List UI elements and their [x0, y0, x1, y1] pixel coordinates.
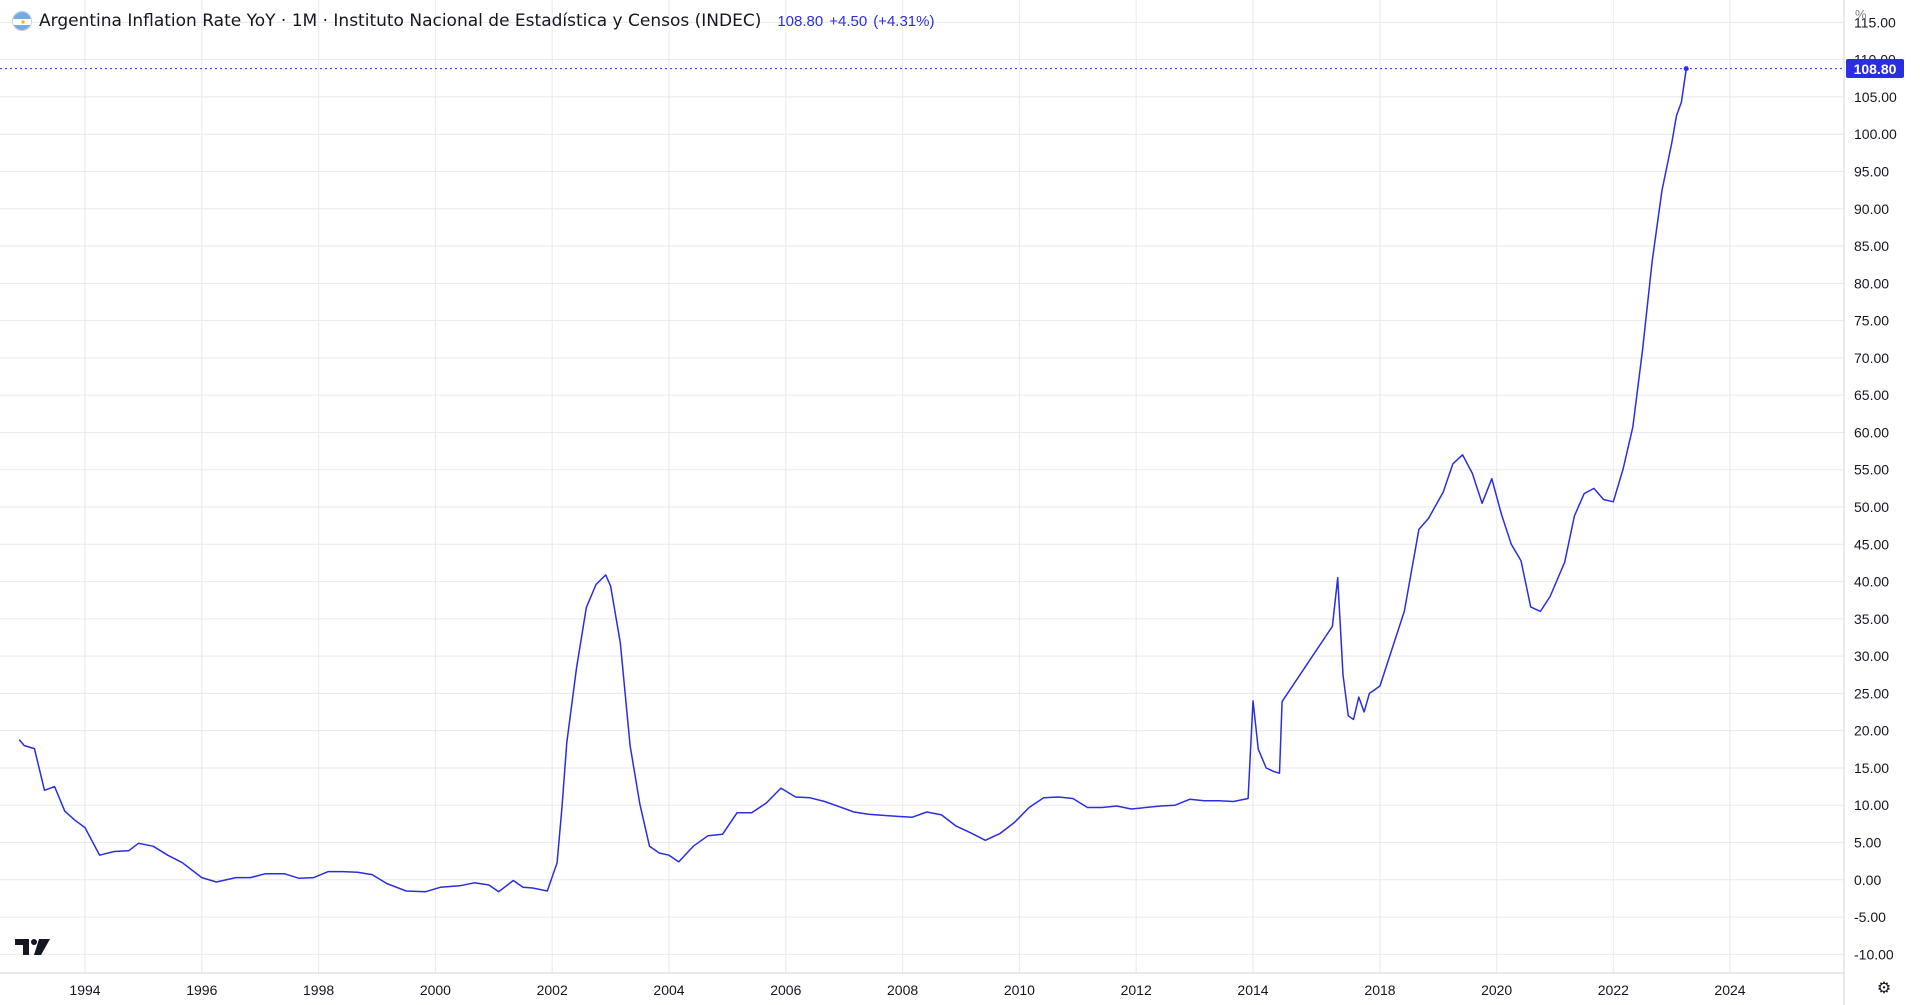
y-tick-label: 95.00 [1854, 163, 1889, 179]
y-tick-label: 45.00 [1854, 536, 1889, 552]
legend-values: 108.80 +4.50 (+4.31%) [777, 13, 940, 30]
y-tick-label: 90.00 [1854, 201, 1889, 217]
chart-legend[interactable]: Argentina Inflation Rate YoY · 1M · Inst… [12, 9, 940, 33]
argentina-flag-icon [12, 11, 32, 31]
x-tick-label: 2004 [653, 982, 684, 998]
x-tick-label: 2012 [1121, 982, 1152, 998]
tradingview-logo[interactable] [14, 936, 54, 958]
y-tick-label: 20.00 [1854, 723, 1889, 739]
inflation-series-line[interactable] [18, 68, 1688, 893]
x-tick-label: 1998 [303, 982, 334, 998]
data-point [1683, 66, 1689, 72]
x-tick-label: 2008 [887, 982, 918, 998]
y-tick-label: 115.00 [1854, 14, 1896, 30]
y-tick-label: 85.00 [1854, 238, 1889, 254]
y-tick-label: 50.00 [1854, 499, 1889, 515]
change-percent: (+4.31%) [873, 12, 935, 30]
x-tick-label: 2000 [420, 982, 451, 998]
last-price-tag: 108.80 [1846, 59, 1904, 79]
x-tick-label: 2022 [1598, 982, 1629, 998]
x-tick-label: 2014 [1237, 982, 1268, 998]
y-tick-label: 35.00 [1854, 611, 1889, 627]
x-tick-label: 2010 [1004, 982, 1035, 998]
x-tick-label: 2002 [537, 982, 568, 998]
change-value: +4.50 [829, 12, 868, 30]
y-tick-label: 100.00 [1854, 126, 1897, 142]
time-axis[interactable]: 1994 1996 1998 2000 2002 2004 2006 2008 2010 2012… [69, 982, 1745, 998]
x-tick-label: 2020 [1481, 982, 1512, 998]
symbol-title[interactable]: Argentina Inflation Rate YoY · 1M · Inst… [39, 11, 762, 31]
y-tick-label: 70.00 [1854, 350, 1889, 366]
y-tick-label: 40.00 [1854, 574, 1889, 590]
y-tick-label: 60.00 [1854, 424, 1889, 440]
y-tick-label: 0.00 [1854, 872, 1881, 888]
y-tick-label: 5.00 [1854, 835, 1881, 851]
x-tick-label: 2018 [1364, 982, 1395, 998]
y-tick-label: -10.00 [1854, 946, 1894, 962]
x-tick-label: 1996 [186, 982, 217, 998]
y-tick-label: 75.00 [1854, 313, 1889, 329]
x-tick-label: 1994 [69, 982, 100, 998]
x-tick-label: 2024 [1714, 982, 1745, 998]
y-tick-label: 10.00 [1854, 797, 1889, 813]
y-tick-label: 30.00 [1854, 648, 1889, 664]
y-tick-label: -5.00 [1854, 909, 1886, 925]
price-axis[interactable]: 115.00110.00105.00100.0095.0090.0085.008… [1854, 14, 1897, 962]
y-tick-label: 65.00 [1854, 387, 1889, 403]
y-tick-label: 55.00 [1854, 462, 1889, 478]
last-value: 108.80 [777, 12, 824, 30]
y-tick-label: 105.00 [1854, 89, 1897, 105]
x-tick-label: 2006 [770, 982, 801, 998]
axis-unit-label: % [1855, 7, 1867, 22]
y-tick-label: 15.00 [1854, 760, 1889, 776]
y-tick-label: 25.00 [1854, 685, 1889, 701]
grid-lines [0, 0, 1844, 973]
gear-icon[interactable]: ⚙ [1876, 980, 1892, 997]
y-tick-label: 80.00 [1854, 275, 1889, 291]
